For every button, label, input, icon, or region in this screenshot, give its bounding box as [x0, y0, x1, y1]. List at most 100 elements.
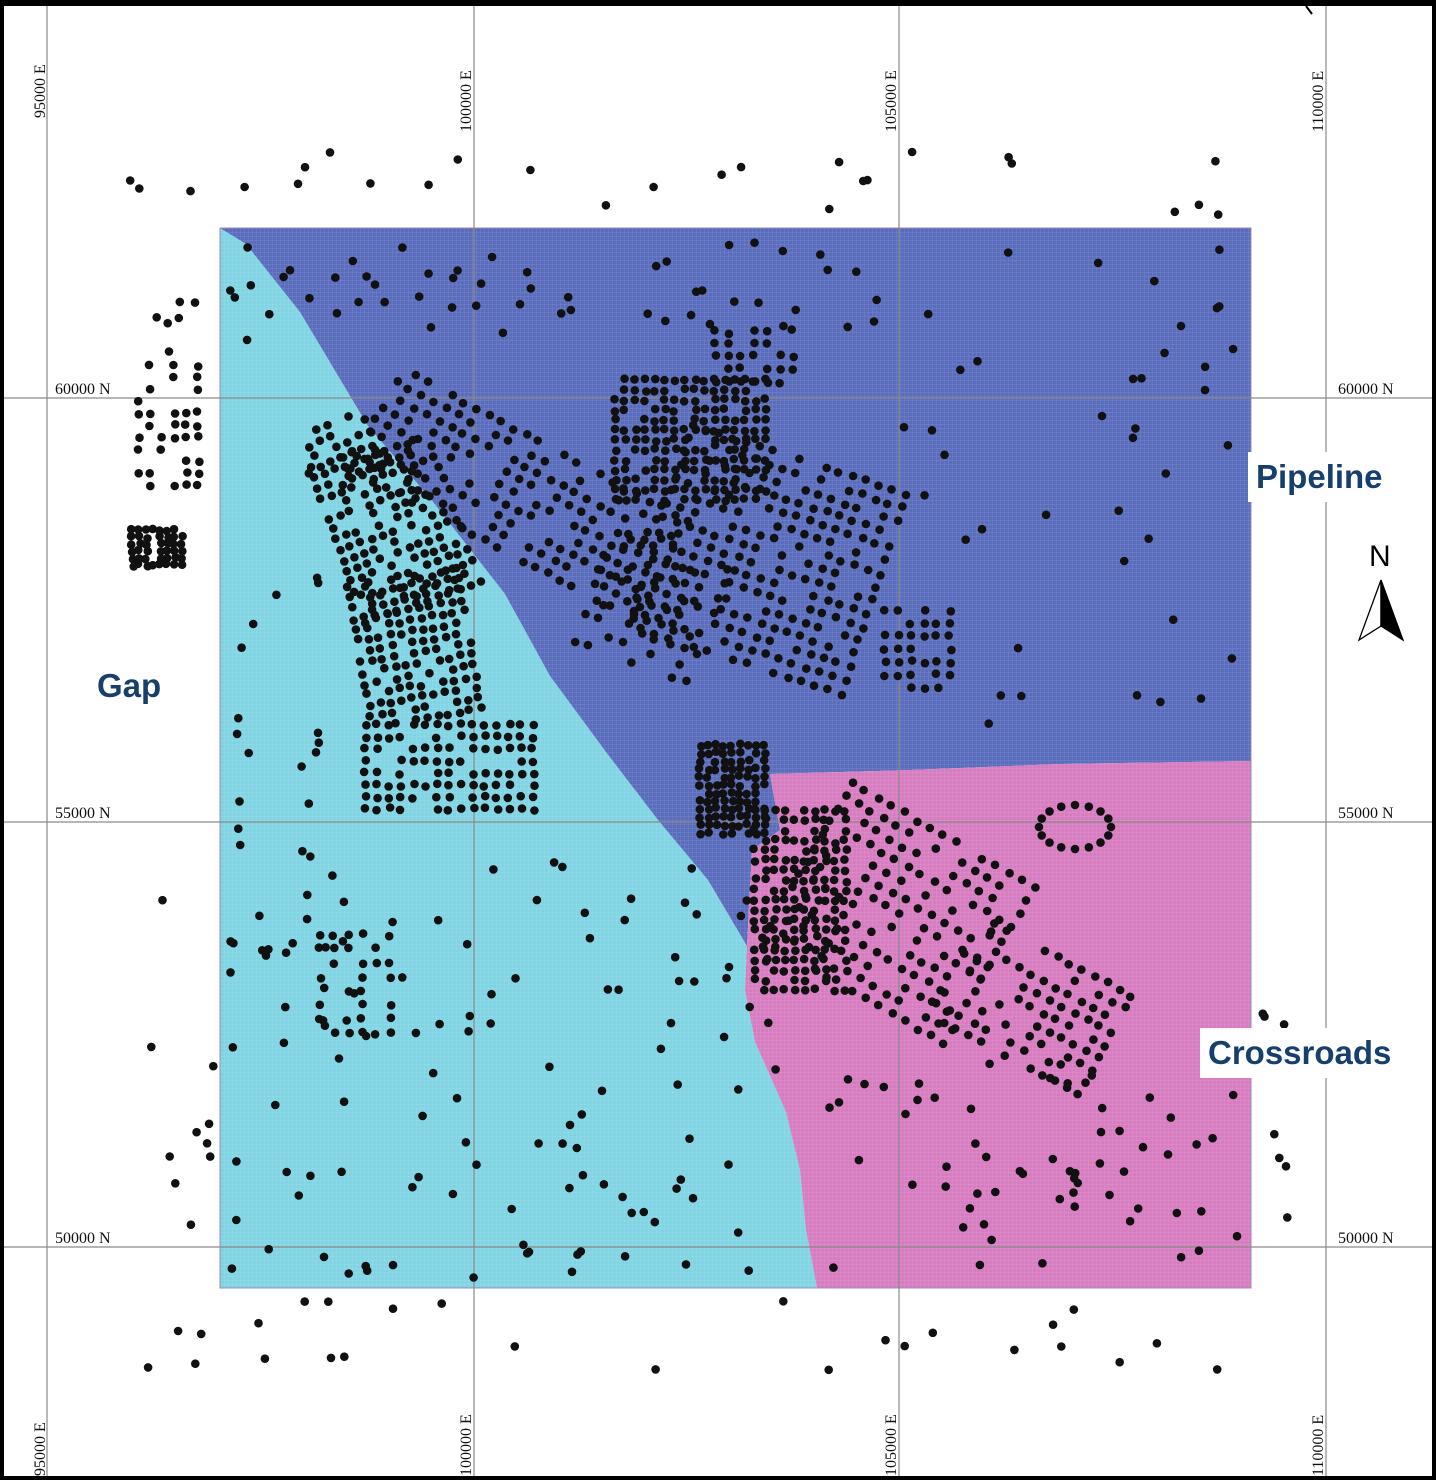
sample-point: [532, 895, 542, 905]
sample-point: [680, 494, 689, 504]
sample-point: [719, 780, 728, 789]
sample-point: [695, 805, 705, 814]
sample-point: [761, 854, 770, 864]
sample-point: [666, 1018, 676, 1028]
sample-point: [971, 987, 980, 996]
sample-point: [582, 494, 591, 504]
sample-point: [1119, 556, 1129, 566]
sample-point: [1071, 1009, 1080, 1018]
sample-point: [724, 1160, 733, 1169]
sample-point: [739, 494, 749, 503]
sample-point: [156, 445, 165, 454]
sample-point: [720, 796, 729, 805]
sample-point: [771, 894, 780, 904]
sample-point: [412, 659, 422, 668]
sample-point: [510, 1342, 520, 1351]
sample-point: [619, 542, 629, 551]
sample-point: [730, 495, 739, 504]
sample-point: [1228, 1090, 1238, 1100]
sample-point: [365, 501, 374, 510]
northing-label-right-50000: 50000 N: [1338, 1230, 1394, 1247]
sample-point: [181, 456, 191, 466]
sample-point: [1128, 374, 1138, 384]
sample-point: [1017, 691, 1026, 701]
sample-point: [791, 966, 800, 975]
sample-point: [821, 883, 830, 893]
sample-point: [1013, 643, 1023, 653]
sample-point: [995, 881, 1004, 890]
sample-point: [348, 602, 357, 612]
sample-point: [763, 378, 773, 388]
sample-point: [372, 484, 382, 494]
sample-point: [661, 316, 670, 326]
sample-point: [383, 453, 393, 462]
sample-point: [297, 762, 306, 771]
northing-label-left-60000: 60000 N: [55, 381, 111, 398]
sample-point: [899, 422, 909, 432]
sample-point: [751, 774, 760, 783]
sample-point: [439, 473, 449, 483]
sample-point: [745, 1002, 754, 1012]
sample-point: [468, 555, 477, 565]
sample-point: [373, 793, 382, 803]
sample-point: [558, 862, 567, 872]
sample-point: [820, 875, 829, 885]
sample-point: [640, 446, 650, 456]
sample-point: [983, 962, 992, 972]
sample-point: [801, 619, 811, 628]
sample-point: [397, 428, 406, 437]
sample-point: [467, 649, 476, 658]
sample-point: [712, 495, 721, 504]
sample-point: [583, 640, 593, 650]
sample-point: [479, 782, 489, 791]
sample-point: [526, 165, 535, 175]
sample-point: [1115, 1126, 1124, 1136]
sample-point: [881, 900, 890, 910]
sample-point: [226, 968, 235, 977]
sample-point: [581, 609, 590, 619]
sample-point: [367, 599, 377, 608]
sample-point: [433, 915, 443, 925]
sample-point: [723, 565, 732, 574]
sample-point: [966, 933, 975, 943]
sample-point: [343, 438, 352, 447]
sample-point: [764, 504, 774, 513]
sample-point: [380, 663, 389, 673]
sample-point: [843, 322, 852, 332]
sample-point: [643, 309, 652, 319]
sample-point: [757, 619, 767, 628]
sample-point: [760, 985, 769, 995]
sample-point: [385, 803, 395, 812]
sample-point: [720, 764, 730, 773]
sample-point: [865, 807, 874, 816]
sample-point: [925, 823, 935, 833]
sample-point: [435, 656, 445, 665]
sample-point: [621, 435, 631, 444]
sample-point: [355, 537, 365, 547]
sample-point: [668, 619, 677, 628]
sample-point: [1004, 152, 1013, 162]
gap-label: Gap: [97, 667, 161, 704]
sample-point: [570, 637, 580, 647]
sample-point: [386, 698, 396, 708]
sample-point: [1069, 1305, 1079, 1314]
sample-point: [778, 508, 788, 517]
sample-point: [756, 574, 765, 583]
sample-point: [779, 1297, 788, 1306]
sample-point: [889, 854, 899, 864]
sample-point: [407, 693, 416, 702]
sample-point: [971, 866, 980, 876]
sample-point: [424, 269, 433, 278]
sample-point: [641, 435, 650, 444]
sample-point: [571, 458, 581, 467]
sample-point: [829, 964, 839, 973]
sample-point: [724, 364, 733, 373]
sample-point: [454, 409, 464, 419]
sample-point: [623, 575, 632, 584]
sample-point: [622, 475, 631, 485]
sample-point: [920, 632, 929, 641]
sample-point: [351, 625, 361, 634]
sample-point: [814, 896, 824, 905]
sample-point: [532, 468, 542, 478]
sample-point: [522, 1249, 532, 1258]
